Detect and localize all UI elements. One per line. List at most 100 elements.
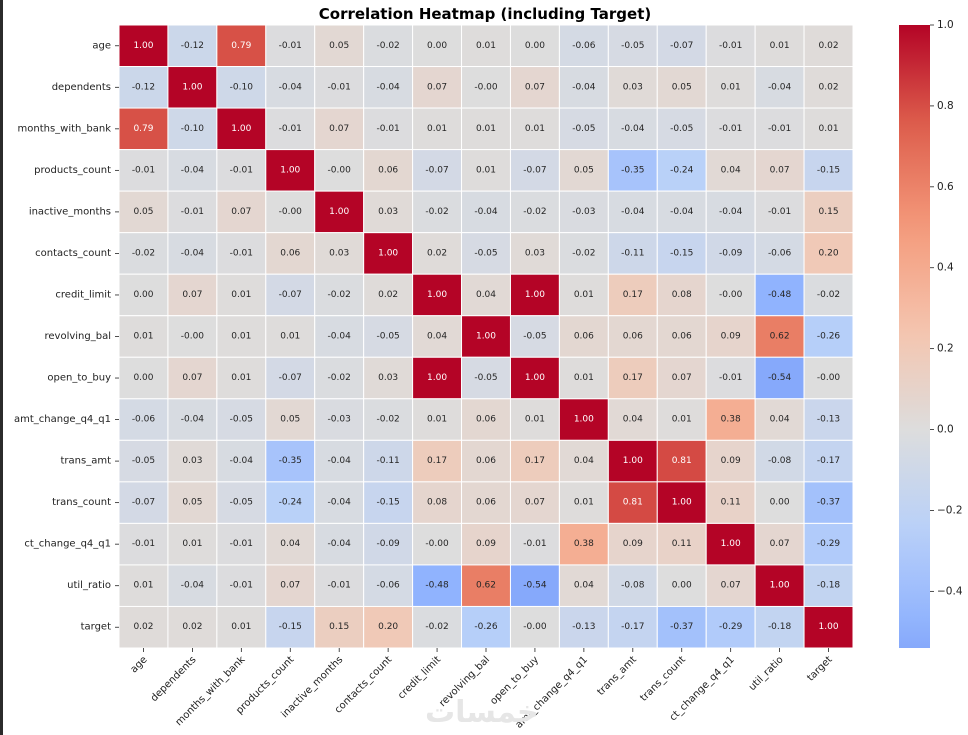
heatmap-cell — [705, 66, 756, 109]
heatmap-cell — [167, 315, 218, 358]
heatmap-cell — [558, 564, 609, 607]
heatmap-cell — [461, 564, 511, 607]
heatmap-cell — [167, 149, 218, 192]
cell-value-label: 0.03 — [623, 82, 643, 92]
heatmap-cell — [754, 439, 805, 483]
cell-value-label: 0.04 — [623, 415, 643, 425]
heatmap-cells: 1.00 -0.12 0.79 -0.01 0.05 -0.02 0.00 0.01 0.00 -… — [118, 24, 854, 649]
cell-value-label: 0.01 — [231, 622, 251, 632]
y-tick-label: contacts_count — [35, 248, 111, 259]
heatmap-cell — [607, 522, 658, 566]
cell-value-label: 0.02 — [378, 290, 398, 300]
heatmap-cell — [656, 232, 707, 275]
heatmap-cell — [314, 481, 365, 524]
heatmap-cell — [558, 24, 609, 68]
cell-value-label: -0.37 — [670, 622, 693, 632]
y-axis-labels: age dependents months_with_bank products_co… — [14, 40, 119, 633]
cell-value-label: -0.06 — [768, 248, 792, 258]
cell-value-label: -0.04 — [279, 82, 303, 92]
heatmap-cell — [705, 564, 756, 607]
heatmap-cell — [363, 273, 414, 317]
heatmap-cell — [412, 522, 463, 566]
cell-value-label: 0.38 — [721, 415, 741, 425]
heatmap-cell — [803, 522, 854, 566]
cell-value-label: -0.17 — [621, 622, 644, 632]
heatmap-cell — [216, 315, 267, 358]
cell-value-label: -0.01 — [230, 581, 253, 591]
heatmap-cell — [803, 190, 854, 234]
heatmap-cell — [167, 66, 218, 109]
cell-value-label: 0.03 — [378, 207, 398, 217]
cell-value-label: 0.05 — [574, 165, 594, 175]
heatmap-cell — [705, 605, 756, 649]
heatmap-cell — [118, 232, 169, 275]
heatmap-cell — [705, 24, 756, 68]
cell-value-label: 0.01 — [525, 124, 545, 134]
cell-value-label: 0.00 — [672, 581, 692, 591]
heatmap-cell — [461, 24, 511, 68]
cell-value-label: -0.08 — [768, 456, 792, 466]
window-left-edge — [0, 0, 3, 735]
cell-value-label: 0.07 — [427, 82, 447, 92]
x-tick-label: util_ratio — [747, 654, 786, 693]
heatmap-cell — [558, 398, 609, 441]
heatmap-cell — [803, 24, 854, 68]
cell-value-label: -0.04 — [328, 539, 352, 549]
x-tick-label: trans_count — [638, 654, 687, 703]
cell-value-label: -0.04 — [670, 207, 694, 217]
cell-value-label: -0.04 — [621, 207, 645, 217]
cell-value-label: -0.05 — [670, 124, 693, 134]
cell-value-label: 0.05 — [672, 82, 692, 92]
cell-value-label: 0.01 — [770, 41, 790, 51]
cell-value-label: -0.01 — [230, 248, 253, 258]
cell-value-label: 0.09 — [623, 539, 643, 549]
cell-value-label: -0.04 — [768, 82, 792, 92]
y-tick-label: trans_amt — [61, 456, 112, 467]
cell-value-label: 0.03 — [329, 248, 349, 258]
cell-value-label: 0.79 — [133, 124, 153, 134]
cell-value-label: 0.03 — [378, 373, 398, 383]
y-tick-label: trans_count — [52, 497, 111, 508]
heatmap-cell — [803, 66, 854, 109]
cell-value-label: -0.00 — [474, 82, 498, 92]
cell-value-label: -0.07 — [523, 165, 546, 175]
heatmap-cell — [803, 439, 854, 483]
cell-value-label: 0.17 — [427, 456, 447, 466]
cell-value-label: 1.00 — [623, 456, 643, 466]
heatmap-cell — [803, 232, 854, 275]
cell-value-label: 0.06 — [623, 332, 643, 342]
cell-value-label: -0.11 — [376, 456, 399, 466]
heatmap-cell — [216, 605, 267, 649]
heatmap-cell — [118, 605, 169, 649]
x-tick-label: trans_amt — [595, 654, 639, 698]
cell-value-label: 0.15 — [819, 207, 839, 217]
cell-value-label: -0.01 — [132, 165, 155, 175]
cell-value-label: 0.38 — [574, 539, 594, 549]
heatmap-cell — [118, 522, 169, 566]
heatmap-cell — [167, 605, 218, 649]
cell-value-label: 0.01 — [427, 415, 447, 425]
heatmap-cell — [363, 439, 414, 483]
heatmap-cell — [656, 315, 707, 358]
y-tick-label: products_count — [34, 165, 111, 176]
cell-value-label: -0.04 — [376, 82, 400, 92]
cell-value-label: -0.00 — [279, 207, 303, 217]
cell-value-label: -0.01 — [328, 581, 351, 591]
cell-value-label: 0.01 — [574, 498, 594, 508]
cell-value-label: -0.05 — [572, 124, 595, 134]
heatmap-cell — [558, 190, 609, 234]
cell-value-label: 0.01 — [280, 332, 300, 342]
cell-value-label: 1.00 — [231, 124, 251, 134]
heatmap-cell — [167, 398, 218, 441]
heatmap-cell — [167, 356, 218, 400]
cell-value-label: 0.07 — [525, 498, 545, 508]
cell-value-label: -0.02 — [376, 41, 399, 51]
heatmap-cell — [412, 149, 463, 192]
heatmap-cell — [314, 66, 365, 109]
cell-value-label: 0.00 — [525, 41, 545, 51]
cell-value-label: 1.00 — [378, 248, 398, 258]
cell-value-label: -0.10 — [230, 82, 254, 92]
cell-value-label: 0.04 — [574, 456, 594, 466]
cell-value-label: 1.00 — [770, 581, 790, 591]
